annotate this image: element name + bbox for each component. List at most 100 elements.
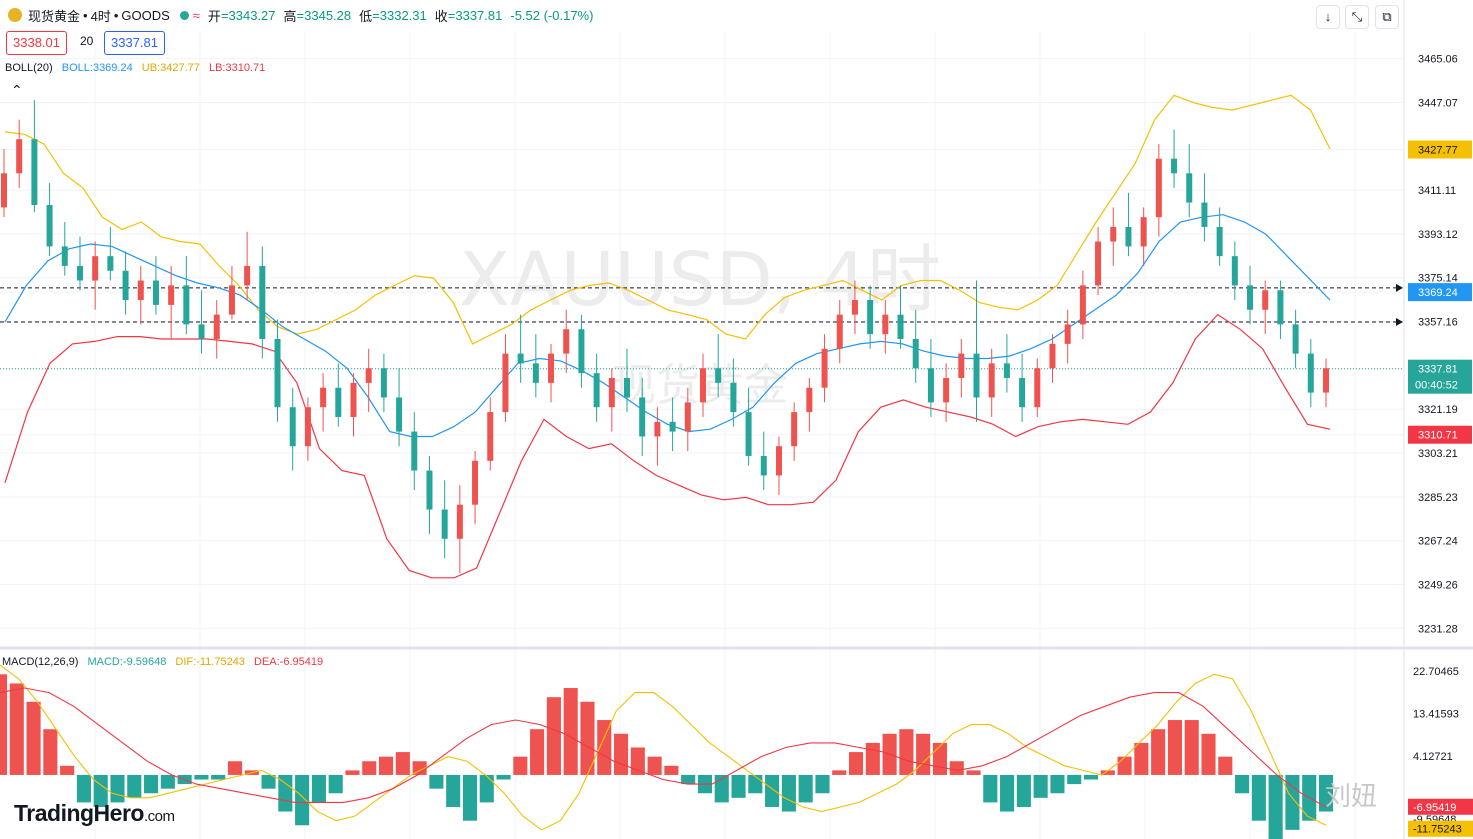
candle [244,231,251,301]
candle [335,363,342,427]
candle [517,314,524,383]
macd-histogram-bar [1235,774,1250,794]
boll-legend[interactable]: BOLL(20) BOLL:3369.24 UB:3427.77 LB:3310… [5,62,271,74]
candle-body [624,377,631,398]
candle-body [943,377,950,403]
candle [624,348,631,413]
symbol-header[interactable]: 现货黄金 • 4时 • GOODS ≈ 开 =3343.27 高 =3345.28 … [0,0,593,30]
candle [1323,358,1329,408]
price-tick-label: 3231.28 [1418,623,1458,635]
candle [61,222,68,276]
expand-icon[interactable]: ⤡ [1345,5,1369,29]
horizontal-line-arrow-icon [1396,283,1403,292]
candle-body [502,353,509,413]
dif-axis-tag-bg [1408,820,1473,837]
candle-body [1,173,7,208]
scroll-down-button[interactable]: ↓ [1316,5,1340,29]
candle [1231,241,1238,301]
corner-watermark: 刘妞 [1325,781,1378,811]
candle-body [31,139,38,205]
macd-histogram-bar [647,756,662,775]
candle [1,148,7,218]
horizontal-line-arrow-icon [1396,317,1403,326]
restore-icon[interactable]: ⧉ [1375,5,1399,29]
macd-histogram-bar [1016,774,1031,807]
macd-histogram-bar [681,774,696,785]
candle [92,241,99,310]
candle-body [867,300,874,335]
macd-histogram-bar [1251,774,1266,821]
candle-body [760,455,767,476]
candle [1247,265,1254,325]
collapse-icon[interactable]: ⌃ [11,82,23,98]
macd-histogram-bar [1033,774,1048,798]
candle [304,397,311,461]
candle [183,256,190,335]
candle-body [1003,363,1010,378]
candle [958,339,965,398]
macd-legend[interactable]: MACD(12,26,9) MACD:-9.59648 DIF:-11.7524… [2,656,329,668]
macd-name: MACD(12,26,9) [2,656,79,668]
boll-ub-value: UB:3427.77 [141,62,200,74]
boll-lb-value: LB:3310.71 [208,62,266,74]
candle [213,300,220,359]
candle-body [335,387,342,417]
macd-histogram-bar [832,770,847,775]
candle-body [61,246,68,266]
macd-histogram-bar [345,770,360,775]
candle-body [198,324,205,339]
macd-histogram-bar [144,774,159,794]
candle-body [775,446,782,476]
macd-histogram-bar [815,774,830,794]
candle-body [365,368,372,383]
candle [836,300,843,364]
macd-dif-line [0,664,1327,831]
macd-histogram-bar [916,733,931,775]
macd-histogram-bar [580,701,595,775]
mid-price-tag: 3369.24 [1418,287,1458,299]
buy-price-button[interactable]: 3337.81 [104,31,165,55]
candle-body [1019,377,1026,408]
candle [791,402,798,461]
header-separator: • [83,7,88,23]
candle-body [122,270,129,301]
macd-histogram-bar [1201,733,1216,775]
sell-price-button[interactable]: 3338.01 [6,31,67,55]
low-value: =3332.31 [372,7,427,23]
candle-body [1201,202,1208,227]
candle-body [1307,353,1314,393]
candle [1186,144,1193,218]
macd-histogram-bar [848,752,864,775]
macd-histogram-bar [983,774,998,803]
candle [563,309,570,374]
boll-mid-value: BOLL:3369.24 [61,62,133,74]
macd-histogram-bar [1000,774,1015,812]
candle [639,377,646,456]
candle-body [821,348,828,388]
candle-body [958,353,965,378]
candle [1110,207,1117,266]
price-tick-label: 3393.12 [1418,229,1458,241]
candle [943,363,950,422]
price-tick-label: 3411.11 [1418,185,1456,197]
macd-histogram-bar [311,774,326,803]
candle [31,100,38,213]
macd-histogram-bar [211,774,226,780]
macd-value: MACD:-9.59648 [87,656,167,668]
candle-body [213,314,220,339]
candle-body [411,431,418,471]
macd-histogram-bar [261,774,276,789]
header-separator: • [113,7,119,23]
candle [897,285,904,349]
macd-histogram-bar [362,761,377,775]
macd-histogram-bar [76,774,91,803]
ub-price-tag-bg [1408,140,1472,159]
candle-body [441,509,448,539]
candle-body [1155,158,1162,218]
macd-histogram-bar [781,774,796,812]
macd-histogram-bar [462,774,478,821]
candle-body [1034,368,1041,408]
candle-body [806,387,813,413]
price-tick-label: 3303.21 [1418,448,1458,460]
